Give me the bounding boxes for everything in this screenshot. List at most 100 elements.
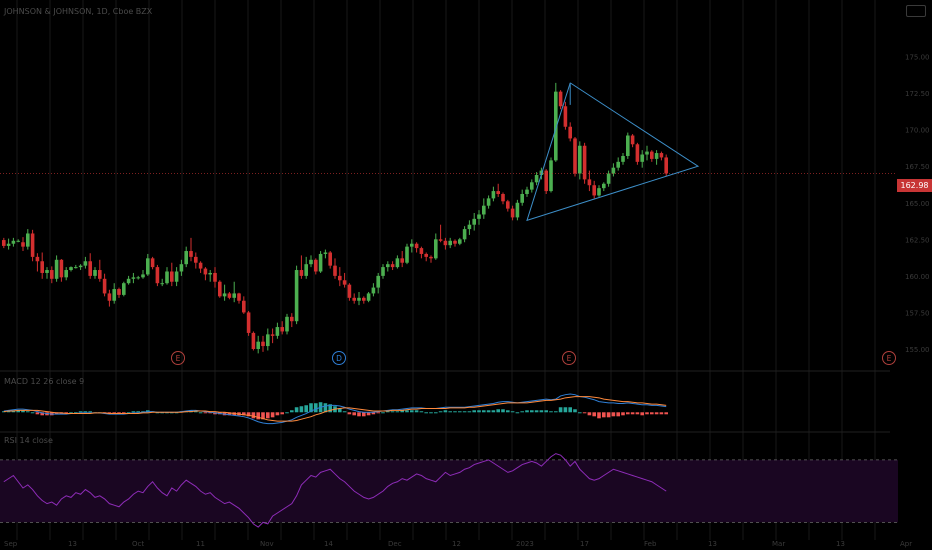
macd-histogram-bar bbox=[544, 410, 548, 413]
candle bbox=[414, 243, 419, 249]
macd-histogram-bar bbox=[294, 407, 299, 413]
macd-histogram-bar bbox=[434, 412, 438, 414]
dividend-marker-label: D bbox=[336, 354, 342, 363]
macd-histogram-bar bbox=[69, 412, 73, 414]
rsi-band bbox=[0, 459, 898, 523]
macd-histogram-bar bbox=[458, 411, 462, 413]
rsi-pane[interactable] bbox=[3, 453, 667, 528]
macd-histogram-bar bbox=[635, 412, 640, 415]
candle bbox=[395, 258, 400, 268]
candle bbox=[472, 218, 476, 225]
candle bbox=[2, 240, 6, 246]
price-tick-label: 175.00 bbox=[905, 54, 930, 62]
chart-settings-button[interactable] bbox=[906, 5, 926, 17]
macd-histogram-bar bbox=[453, 411, 457, 413]
macd-pane[interactable] bbox=[2, 393, 668, 425]
candle bbox=[150, 258, 155, 268]
candle bbox=[611, 167, 616, 174]
macd-histogram-bar bbox=[482, 410, 486, 413]
candle bbox=[635, 144, 640, 162]
chart-title: JOHNSON & JOHNSON, 1D, Cboe BZX bbox=[4, 7, 153, 16]
candle bbox=[270, 334, 275, 336]
candle bbox=[227, 293, 232, 298]
macd-histogram-bar bbox=[227, 412, 232, 416]
candle bbox=[78, 265, 83, 268]
candle bbox=[602, 183, 606, 189]
time-tick-label: 13 bbox=[708, 540, 717, 548]
candle bbox=[222, 293, 227, 297]
candle bbox=[554, 91, 558, 161]
candle bbox=[246, 312, 251, 333]
candle bbox=[549, 160, 553, 192]
time-tick-label: Mar bbox=[772, 540, 785, 548]
macd-histogram-bar bbox=[606, 412, 611, 418]
candle bbox=[506, 201, 510, 209]
macd-histogram-bar bbox=[462, 411, 467, 413]
macd-histogram-bar bbox=[654, 412, 659, 415]
candle bbox=[510, 208, 515, 218]
candle bbox=[438, 239, 443, 241]
time-tick-label: 17 bbox=[580, 540, 589, 548]
earnings-marker-label: E bbox=[887, 354, 892, 363]
triangle-outline bbox=[526, 82, 700, 222]
macd-histogram-bar bbox=[429, 412, 433, 414]
candle bbox=[539, 170, 544, 175]
candle bbox=[170, 271, 174, 282]
rsi-line bbox=[3, 453, 667, 528]
price-tick-label: 165.00 bbox=[905, 200, 930, 208]
macd-histogram-bar bbox=[486, 410, 491, 413]
time-tick-label: 14 bbox=[324, 540, 333, 548]
rsi-band-fill bbox=[0, 459, 898, 523]
candle bbox=[242, 300, 246, 313]
signal-line bbox=[3, 396, 667, 422]
candle bbox=[597, 188, 601, 196]
macd-histogram-bar bbox=[587, 412, 592, 416]
candle bbox=[294, 270, 299, 322]
candle bbox=[448, 240, 452, 246]
price-pane[interactable] bbox=[0, 82, 896, 354]
candle bbox=[530, 182, 534, 190]
macd-histogram-bar bbox=[381, 412, 385, 414]
candle bbox=[443, 240, 448, 246]
macd-histogram-bar bbox=[64, 412, 68, 414]
macd-histogram-bar bbox=[664, 412, 668, 415]
rsi-title: RSI 14 close bbox=[4, 436, 53, 445]
macd-histogram-bar bbox=[270, 412, 275, 418]
triangle-drawing[interactable] bbox=[526, 82, 700, 222]
macd-histogram-bar bbox=[6, 411, 11, 413]
candle bbox=[381, 267, 385, 276]
price-tick-label: 160.00 bbox=[905, 273, 930, 281]
candle bbox=[107, 293, 112, 301]
macd-histogram-bar bbox=[390, 411, 395, 413]
macd-histogram-bar bbox=[328, 404, 332, 413]
time-tick-label: Nov bbox=[260, 540, 274, 548]
candle bbox=[482, 205, 486, 215]
price-tick-label: 162.50 bbox=[905, 236, 930, 244]
last-price-badge: 162.98 bbox=[897, 179, 932, 192]
macd-histogram-bar bbox=[525, 410, 529, 413]
candle bbox=[429, 256, 433, 259]
price-tick-label: 155.00 bbox=[905, 346, 930, 354]
macd-histogram-bar bbox=[424, 412, 428, 414]
candle bbox=[592, 185, 596, 196]
candle bbox=[338, 275, 342, 281]
macd-histogram-bar bbox=[443, 410, 448, 413]
candle bbox=[458, 239, 462, 244]
candle bbox=[563, 106, 568, 127]
macd-histogram-bar bbox=[314, 403, 318, 413]
candle bbox=[462, 229, 467, 240]
macd-histogram-bar bbox=[357, 412, 361, 417]
candle bbox=[515, 202, 520, 218]
candle bbox=[386, 264, 390, 268]
candle bbox=[616, 161, 620, 168]
candle bbox=[174, 271, 179, 282]
macd-histogram-bar bbox=[477, 410, 481, 413]
candle bbox=[184, 251, 188, 265]
macd-histogram-bar bbox=[107, 412, 112, 414]
macd-histogram-bar bbox=[602, 412, 606, 418]
candle bbox=[621, 155, 625, 162]
candle bbox=[275, 327, 280, 336]
macd-histogram-bar bbox=[136, 411, 140, 413]
